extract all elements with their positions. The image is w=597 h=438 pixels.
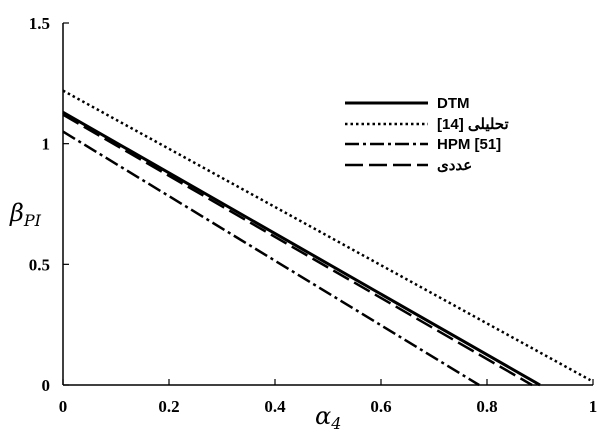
legend-label: تحلیلی [14]	[437, 116, 509, 133]
x-tick-label: 0	[59, 397, 68, 416]
series-line-1	[62, 89, 592, 382]
series-layer	[62, 89, 592, 387]
x-tick-label: 0.6	[370, 397, 391, 416]
x-tick-label: 1	[589, 397, 597, 416]
y-tick-label: 1.5	[29, 14, 50, 33]
y-tick-label: 0.5	[29, 255, 50, 274]
y-tick-label: 1	[42, 135, 51, 154]
legend-label: DTM	[437, 95, 470, 112]
axes	[62, 23, 593, 386]
series-line-3	[62, 113, 533, 387]
x-tick-label: 0.4	[264, 397, 286, 416]
x-tick-label: 0.2	[158, 397, 179, 416]
legend-label: عددی	[437, 157, 472, 174]
y-ticks: 0 0.5 1 1.5	[29, 14, 69, 395]
y-tick-label: 0	[42, 376, 51, 395]
series-line-0	[62, 110, 541, 387]
x-ticks: 0 0.2 0.4 0.6 0.8 1	[59, 379, 597, 416]
legend: DTM تحلیلی [14] HPM [51] عددی	[345, 95, 509, 174]
x-tick-label: 0.8	[476, 397, 497, 416]
series-line-2	[62, 130, 480, 387]
y-axis-label: βPI	[9, 199, 42, 230]
legend-label: HPM [51]	[437, 136, 501, 153]
x-axis-label: α4	[315, 402, 341, 433]
